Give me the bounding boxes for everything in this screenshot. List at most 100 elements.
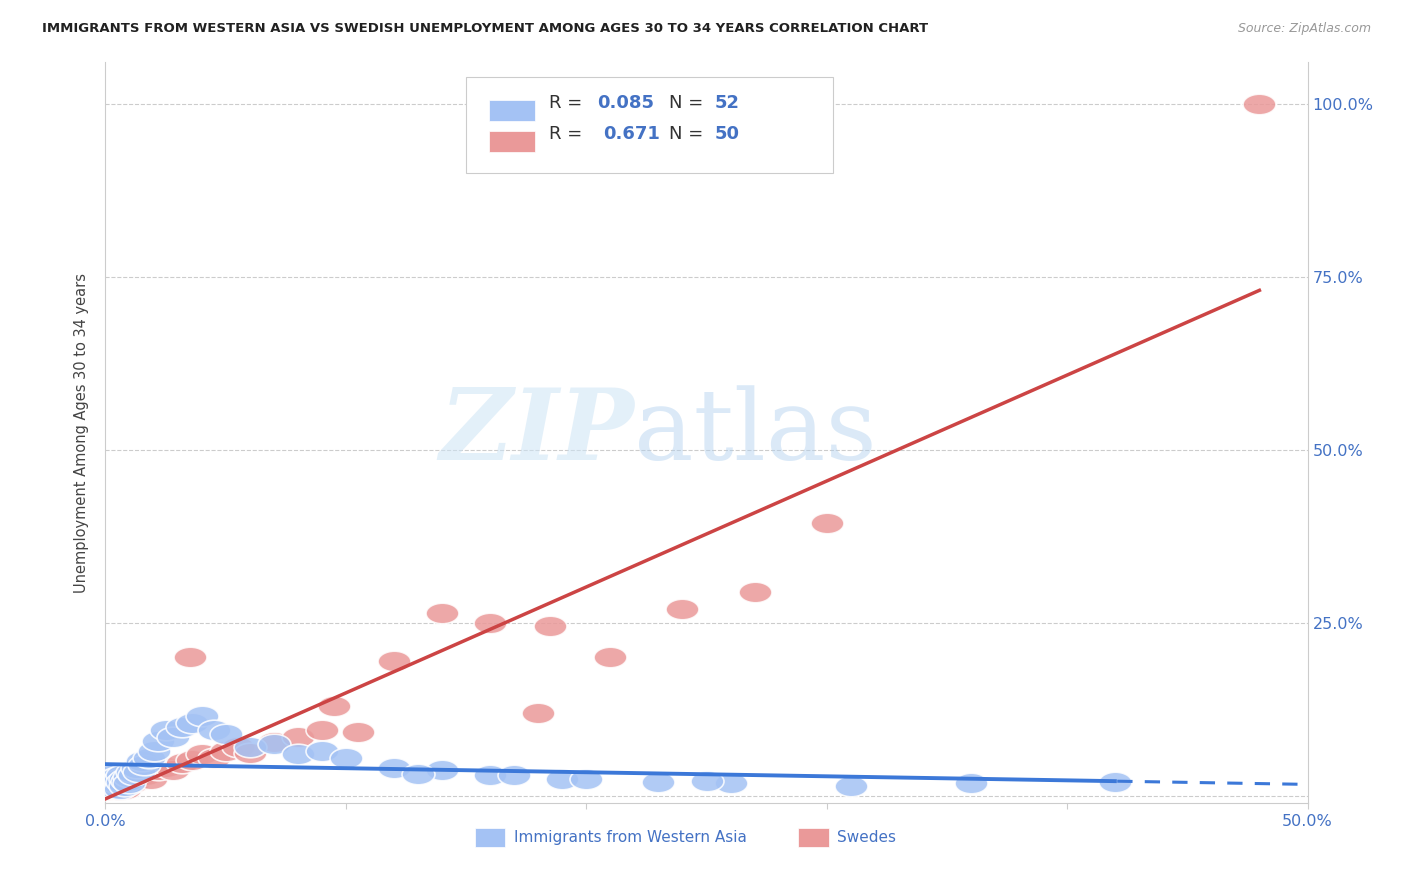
Point: [1249, 97, 1271, 112]
Point: [139, 772, 162, 786]
Point: [1104, 775, 1126, 789]
Point: [287, 730, 309, 744]
Point: [647, 775, 669, 789]
Point: [135, 768, 157, 782]
Point: [121, 772, 143, 786]
Point: [263, 735, 285, 749]
Text: 52: 52: [714, 95, 740, 112]
Point: [97, 775, 120, 789]
Point: [479, 768, 502, 782]
Point: [104, 779, 127, 793]
Text: R =: R =: [548, 95, 588, 112]
Text: 50: 50: [714, 125, 740, 144]
Point: [172, 720, 194, 734]
Point: [430, 763, 453, 777]
Point: [111, 768, 134, 782]
Point: [108, 783, 131, 797]
Point: [124, 775, 146, 789]
Point: [575, 772, 598, 786]
Point: [132, 757, 155, 772]
Point: [108, 772, 131, 786]
Point: [148, 733, 170, 747]
Point: [960, 776, 983, 790]
Point: [839, 779, 862, 793]
Point: [118, 776, 141, 790]
Point: [382, 761, 405, 775]
Point: [97, 779, 120, 793]
Text: Source: ZipAtlas.com: Source: ZipAtlas.com: [1237, 22, 1371, 36]
Point: [155, 723, 177, 738]
Point: [125, 761, 148, 775]
Point: [744, 584, 766, 599]
Point: [148, 763, 170, 777]
Point: [118, 776, 141, 790]
Point: [179, 650, 201, 665]
Text: atlas: atlas: [634, 384, 877, 481]
FancyBboxPatch shape: [465, 78, 832, 174]
FancyBboxPatch shape: [489, 100, 534, 121]
Point: [214, 726, 236, 740]
Point: [190, 747, 212, 762]
Point: [121, 764, 143, 779]
Point: [128, 764, 150, 779]
Point: [101, 776, 124, 790]
Point: [98, 779, 121, 793]
FancyBboxPatch shape: [489, 131, 534, 152]
Point: [101, 776, 124, 790]
Point: [696, 773, 718, 788]
Text: N =: N =: [669, 125, 709, 144]
Point: [815, 516, 838, 530]
Point: [551, 772, 574, 786]
Point: [181, 716, 204, 731]
Point: [382, 654, 405, 668]
Point: [527, 706, 550, 720]
Point: [142, 744, 165, 758]
Point: [202, 751, 225, 765]
Point: [107, 781, 129, 796]
Text: N =: N =: [669, 95, 709, 112]
Point: [114, 772, 136, 786]
Point: [131, 764, 153, 779]
Point: [322, 698, 344, 713]
Point: [111, 775, 134, 789]
Point: [479, 615, 502, 630]
Point: [111, 780, 134, 795]
Point: [111, 775, 134, 789]
Point: [214, 744, 236, 758]
Point: [239, 746, 262, 760]
Point: [430, 606, 453, 620]
Point: [98, 768, 121, 782]
Text: Swedes: Swedes: [837, 830, 896, 845]
Point: [107, 776, 129, 790]
Point: [104, 773, 127, 788]
Point: [263, 737, 285, 751]
Text: ZIP: ZIP: [440, 384, 634, 481]
Text: IMMIGRANTS FROM WESTERN ASIA VS SWEDISH UNEMPLOYMENT AMONG AGES 30 TO 34 YEARS C: IMMIGRANTS FROM WESTERN ASIA VS SWEDISH …: [42, 22, 928, 36]
Point: [108, 772, 131, 786]
Point: [101, 780, 124, 795]
Point: [97, 783, 120, 797]
Point: [138, 751, 160, 765]
Text: R =: R =: [548, 125, 593, 144]
Text: Immigrants from Western Asia: Immigrants from Western Asia: [513, 830, 747, 845]
Y-axis label: Unemployment Among Ages 30 to 34 years: Unemployment Among Ages 30 to 34 years: [75, 273, 90, 592]
Point: [98, 775, 121, 789]
Point: [104, 780, 127, 795]
Point: [538, 619, 561, 633]
Text: 0.671: 0.671: [603, 125, 659, 144]
Point: [115, 773, 138, 788]
Point: [108, 781, 131, 796]
Point: [114, 781, 136, 796]
Point: [311, 744, 333, 758]
Point: [406, 766, 429, 780]
Point: [239, 740, 262, 755]
Point: [101, 772, 124, 786]
Point: [114, 779, 136, 793]
Point: [190, 709, 212, 723]
Point: [107, 770, 129, 784]
Point: [226, 740, 249, 755]
Point: [162, 730, 184, 744]
Point: [131, 754, 153, 768]
Point: [335, 751, 357, 765]
Point: [107, 776, 129, 790]
